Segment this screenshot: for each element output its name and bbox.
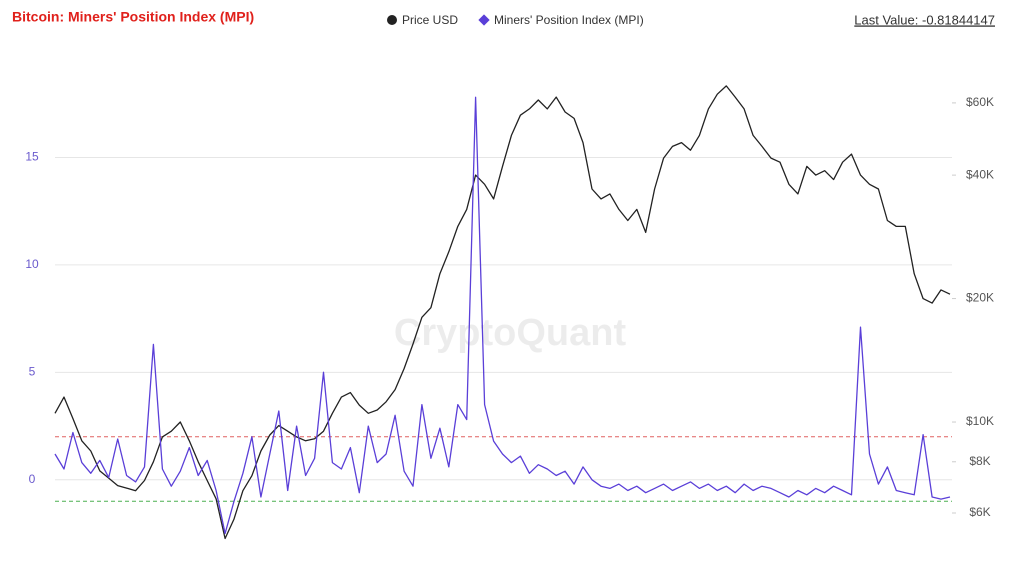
watermark: CryptoQuant	[394, 312, 627, 354]
series-line	[54, 96, 951, 535]
y2-tick-label: $20K	[966, 291, 994, 305]
y-tick-label: 15	[25, 150, 39, 164]
y-tick-label: 0	[29, 472, 36, 486]
y2-tick-label: $6K	[969, 505, 990, 519]
legend-marker	[387, 15, 397, 25]
legend-label: Miners' Position Index (MPI)	[494, 13, 644, 27]
y-tick-label: 5	[29, 365, 36, 379]
last-value: Last Value: -0.81844147	[854, 12, 995, 27]
y-tick-label: 10	[25, 257, 39, 271]
series-line	[54, 85, 951, 540]
y2-tick-label: $40K	[966, 167, 994, 181]
y2-tick-label: $60K	[966, 95, 994, 109]
y2-tick-label: $8K	[969, 454, 990, 468]
legend-label: Price USD	[402, 13, 458, 27]
y2-tick-label: $10K	[966, 414, 994, 428]
chart-title: Bitcoin: Miners' Position Index (MPI)	[12, 9, 254, 25]
